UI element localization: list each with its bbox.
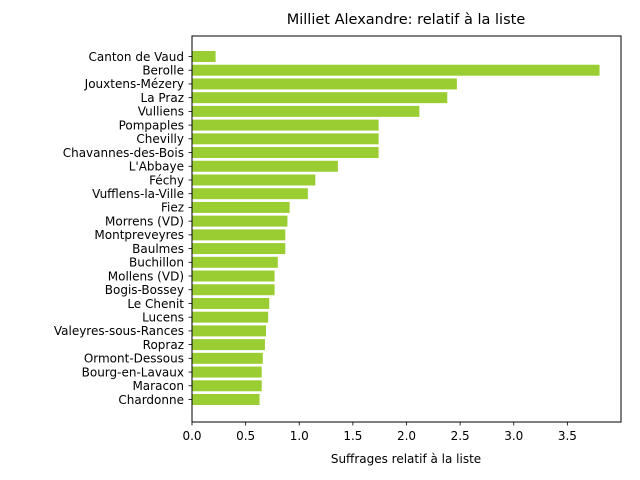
x-tick-label: 3.0: [504, 429, 523, 443]
y-tick-label: Baulmes: [132, 242, 184, 256]
y-tick-label: Berolle: [142, 64, 184, 78]
bar-23: [192, 366, 262, 378]
y-tick-label: Maracon: [132, 379, 184, 393]
plot-frame: [191, 35, 622, 423]
x-tick-label: 1.0: [290, 429, 309, 443]
bar-8: [192, 160, 338, 172]
y-tick-label: Bourg-en-Lavaux: [82, 365, 184, 379]
y-tick-label: Ormont-Dessous: [84, 352, 184, 366]
y-tick-label: Chardonne: [118, 393, 184, 407]
y-tick-label: Montpreveyres: [94, 228, 184, 242]
x-tick-label: 3.5: [558, 429, 577, 443]
x-tick-labels: 0.0 0.5 1.0 1.5 2.0 2.5 3.0 3.5: [182, 422, 577, 443]
x-tick-label: 0.0: [182, 429, 201, 443]
bar-15: [192, 256, 278, 268]
y-tick-label: Chavannes-des-Bois: [63, 146, 184, 160]
x-tick-label: 2.5: [451, 429, 470, 443]
bar-7: [192, 147, 379, 159]
bar-18: [192, 297, 270, 309]
chart-title: Milliet Alexandre: relatif à la liste: [287, 12, 526, 28]
bars-group: [192, 51, 600, 405]
bar-21: [192, 339, 265, 351]
bar-22: [192, 352, 263, 364]
x-tick-label: 0.5: [236, 429, 255, 443]
bar-19: [192, 311, 269, 323]
x-tick-label: 2.0: [397, 429, 416, 443]
y-tick-label: La Praz: [141, 91, 184, 105]
bar-17: [192, 284, 275, 296]
y-tick-label: Bogis-Bossey: [105, 283, 184, 297]
y-tick-label: Valeyres-sous-Rances: [54, 324, 184, 338]
y-tick-label: Ropraz: [143, 338, 184, 352]
bar-24: [192, 380, 262, 392]
bar-12: [192, 215, 288, 227]
bar-2: [192, 78, 457, 90]
y-tick-label: Vufflens-la-Ville: [92, 187, 184, 201]
y-tick-label: Féchy: [149, 173, 184, 187]
y-tick-label: Fiez: [161, 201, 184, 215]
x-tick-label: 1.5: [343, 429, 362, 443]
y-tick-label: Pompaples: [119, 118, 184, 132]
bar-25: [192, 394, 260, 405]
y-tick-label: Le Chenit: [127, 297, 184, 311]
bar-3: [192, 92, 448, 104]
y-tick-label: Vulliens: [138, 105, 184, 119]
y-tick-label: Buchillon: [129, 256, 184, 270]
bar-20: [192, 325, 267, 337]
bar-11: [192, 201, 290, 213]
bar-9: [192, 174, 316, 186]
x-axis-label: Suffrages relatif à la liste: [331, 452, 481, 466]
y-tick-label: Morrens (VD): [105, 214, 184, 228]
y-tick-label: Chevilly: [136, 132, 184, 146]
y-tick-label: Canton de Vaud: [89, 50, 184, 64]
bar-1: [192, 64, 600, 76]
y-tick-label: Lucens: [142, 310, 184, 324]
bar-13: [192, 229, 286, 241]
bar-10: [192, 188, 308, 200]
bar-6: [192, 133, 379, 145]
bar-14: [192, 243, 286, 255]
bar-5: [192, 119, 379, 131]
y-tick-label: Jouxtens-Mézery: [84, 77, 184, 91]
y-tick-label: Mollens (VD): [108, 269, 184, 283]
bar-16: [192, 270, 275, 282]
y-tick-label: L'Abbaye: [129, 160, 184, 174]
bar-0: [192, 51, 216, 62]
bar-4: [192, 105, 420, 117]
